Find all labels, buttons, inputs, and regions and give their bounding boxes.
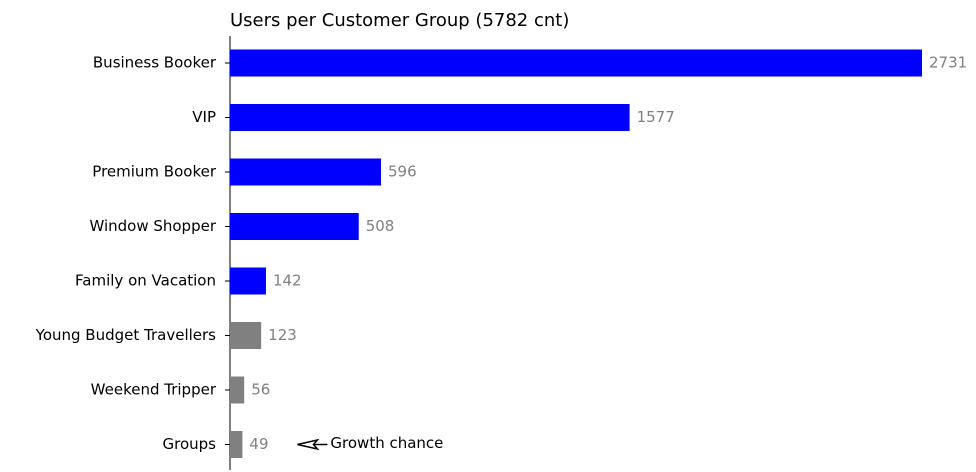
bar-weekend-tripper bbox=[230, 376, 245, 404]
data-label-family-on-vacation: 142 bbox=[273, 272, 302, 290]
data-label-groups: 49 bbox=[249, 435, 268, 453]
data-label-premium-booker: 596 bbox=[388, 163, 417, 181]
bars-group: Business Booker 2731 VIP 1577 Premium Booker… bbox=[35, 49, 967, 458]
annotations-group: Growth chance bbox=[297, 434, 443, 452]
bar-family-on-vacation bbox=[230, 267, 266, 295]
tick-label-vip: VIP bbox=[192, 108, 216, 126]
bar-premium-booker bbox=[230, 158, 382, 186]
data-label-vip: 1577 bbox=[637, 108, 675, 126]
tick-label-window-shopper: Window Shopper bbox=[89, 217, 216, 235]
bar-window-shopper bbox=[230, 213, 359, 240]
tick-label-premium-booker: Premium Booker bbox=[92, 163, 217, 181]
tick-label-weekend-tripper: Weekend Tripper bbox=[91, 381, 217, 399]
data-label-window-shopper: 508 bbox=[366, 217, 395, 235]
annotation-text: Growth chance bbox=[330, 434, 443, 452]
chart-title: Users per Customer Group (5782 cnt) bbox=[230, 10, 569, 31]
bar-business-booker bbox=[230, 49, 922, 77]
tick-label-family-on-vacation: Family on Vacation bbox=[75, 272, 216, 290]
annotation-growth-chance: Growth chance bbox=[297, 434, 443, 452]
data-label-business-booker: 2731 bbox=[929, 54, 967, 72]
tick-label-business-booker: Business Booker bbox=[93, 54, 217, 72]
bar-vip bbox=[230, 104, 630, 131]
tick-label-young-budget-travellers: Young Budget Travellers bbox=[35, 326, 217, 344]
data-label-weekend-tripper: 56 bbox=[251, 381, 270, 399]
data-label-young-budget-travellers: 123 bbox=[268, 326, 297, 344]
tick-label-groups: Groups bbox=[163, 435, 217, 453]
bar-young-budget-travellers bbox=[230, 322, 262, 349]
bar-groups bbox=[230, 431, 243, 458]
